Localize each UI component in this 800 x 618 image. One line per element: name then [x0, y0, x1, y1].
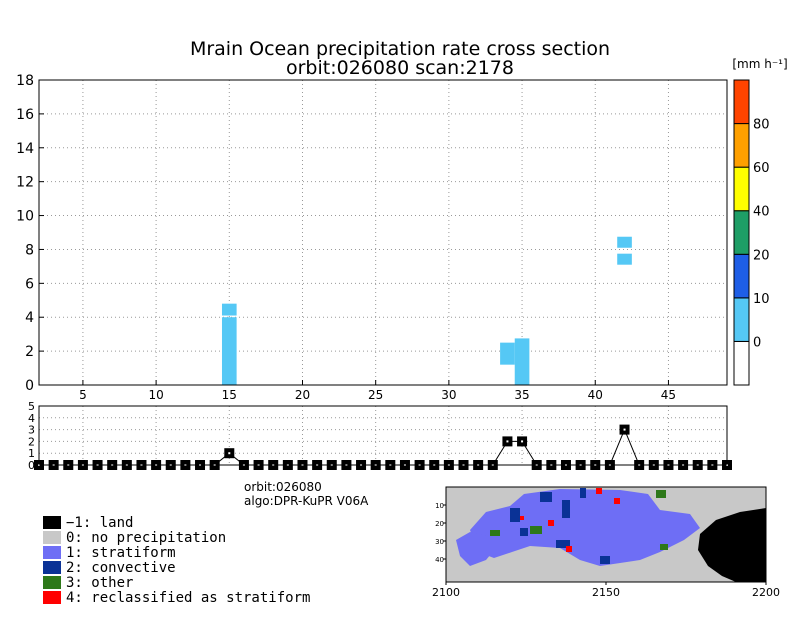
- x-tick-label: 45: [661, 388, 676, 402]
- x-tick-label: 35: [514, 388, 529, 402]
- x-tick-label: 30: [441, 388, 456, 402]
- y-tick-label: 8: [25, 242, 34, 258]
- main-plot: 5 10 15 20 25 30 35 40 45 0 2 4 6 8 10 12 14 16 18: [16, 73, 728, 402]
- legend-label: 1: stratiform: [66, 545, 176, 561]
- colorbar-label: 0: [753, 335, 761, 350]
- sub-y-tick-label: 4: [28, 412, 35, 425]
- y-tick-label: 0: [25, 378, 34, 394]
- sub-point-center: [623, 428, 626, 431]
- x-tick-label: 15: [222, 388, 237, 402]
- legend-swatch: [43, 546, 61, 559]
- sub-y-tick-label: 1: [28, 447, 35, 460]
- x-tick-label: 10: [148, 388, 163, 402]
- y-tick-label: 12: [16, 175, 34, 191]
- sub-y-tick-label: 5: [28, 400, 35, 413]
- map-panel: [445, 486, 767, 583]
- legend-label: 3: other: [66, 575, 133, 591]
- legend-swatch: [43, 591, 61, 604]
- legend-label: 0: no precipitation: [66, 530, 226, 546]
- map-x-tick-label: 2150: [592, 586, 620, 599]
- precip-cell: [617, 236, 632, 248]
- map-convective-patches: [510, 488, 610, 564]
- legend-swatch: [43, 516, 61, 529]
- main-plot-frame: [38, 79, 728, 386]
- map-y-tick-label: 30: [435, 538, 444, 546]
- map-reclassified-patches: [520, 488, 620, 552]
- x-tick-label: 5: [79, 388, 87, 402]
- map-stratiform-area: [470, 489, 700, 566]
- colorbar-label: 10: [753, 292, 770, 307]
- sub-y-tick-label: 3: [28, 424, 35, 437]
- legend-swatch: [43, 576, 61, 589]
- legend-label: 4: reclassified as stratiform: [66, 590, 310, 606]
- map-x-tick-label: 2100: [432, 586, 460, 599]
- x-tick-label: 20: [295, 388, 310, 402]
- precip-cell: [500, 342, 515, 365]
- y-tick-label: 6: [25, 276, 34, 292]
- y-tick-label: 4: [25, 310, 34, 326]
- colorbar-segment: [733, 297, 750, 342]
- map-y-tick-label: 20: [435, 520, 444, 528]
- colorbar-label: 60: [753, 161, 770, 176]
- precip-cell: [514, 338, 530, 385]
- sub-y-tick-label: 0: [28, 459, 35, 472]
- legend-swatch: [43, 561, 61, 574]
- y-tick-label: 14: [16, 141, 34, 157]
- sub-series-line: [39, 428, 727, 466]
- colorbar-segment: [733, 79, 750, 125]
- x-tick-label: 40: [588, 388, 603, 402]
- y-tick-label: 18: [16, 73, 34, 89]
- sub-plot-frame: [38, 405, 728, 466]
- map-y-tick-label: 10: [435, 502, 444, 510]
- colorbar-segment: [733, 210, 750, 255]
- colorbar: 0 10 20 40 60 80: [733, 79, 770, 386]
- colorbar-label: 40: [753, 205, 770, 220]
- sub-point-center: [521, 440, 524, 443]
- chart-title-line2: orbit:026080 scan:2178: [286, 57, 514, 79]
- colorbar-segment: [733, 253, 750, 299]
- colorbar-unit: [mm h⁻¹]: [732, 57, 787, 71]
- y-tick-label: 2: [25, 344, 34, 360]
- legend-label: 2: convective: [66, 560, 176, 576]
- colorbar-label: 20: [753, 248, 770, 263]
- map-x-tick-label: 2200: [752, 586, 780, 599]
- y-tick-label: 10: [16, 209, 34, 225]
- map-other-patches: [490, 490, 668, 550]
- precip-cell: [617, 253, 632, 265]
- precip-cell: [221, 317, 237, 385]
- sub-point-center: [506, 440, 509, 443]
- colorbar-segment: [733, 123, 750, 168]
- legend-swatch: [43, 531, 61, 544]
- y-tick-label: 16: [16, 107, 34, 123]
- precip-cell: [221, 303, 237, 316]
- map-stratiform-west: [456, 532, 496, 566]
- colorbar-label: 80: [753, 118, 770, 133]
- map-axes: 2100 2150 2200 10 20 30 40: [432, 502, 780, 599]
- legend-label: −1: land: [66, 515, 133, 531]
- colorbar-segment: [733, 340, 750, 386]
- info-orbit: orbit:026080: [244, 480, 322, 494]
- map-y-tick-label: 40: [435, 556, 444, 564]
- chart-title-line1: Mrain Ocean precipitation rate cross sec…: [190, 38, 610, 60]
- info-algo: algo:DPR-KuPR V06A: [244, 494, 369, 508]
- x-tick-label: 25: [368, 388, 383, 402]
- map-land: [698, 508, 766, 582]
- colorbar-segment: [733, 166, 750, 212]
- sub-y-tick-label: 2: [28, 435, 35, 448]
- sub-point-center: [228, 452, 231, 455]
